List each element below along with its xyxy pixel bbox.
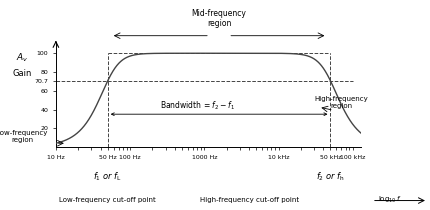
- Text: $\log_{10} f$: $\log_{10} f$: [378, 195, 402, 205]
- Text: Low-frequency cut-off point: Low-frequency cut-off point: [59, 197, 156, 203]
- Text: $f_2$ or $f_\mathrm{h}$: $f_2$ or $f_\mathrm{h}$: [316, 171, 345, 183]
- Text: $A_v$: $A_v$: [16, 51, 28, 64]
- Text: Low-frequency
region: Low-frequency region: [0, 130, 48, 143]
- Text: Gain: Gain: [12, 69, 32, 78]
- Text: Mid-frequency
region: Mid-frequency region: [192, 9, 246, 28]
- Text: Bandwidth = $f_2 - f_1$: Bandwidth = $f_2 - f_1$: [160, 100, 235, 112]
- Text: $f_1$ or $f_\mathrm{L}$: $f_1$ or $f_\mathrm{L}$: [93, 171, 122, 183]
- Text: High-frequency cut-off point: High-frequency cut-off point: [200, 197, 299, 203]
- Text: High-frequency
region: High-frequency region: [314, 96, 368, 109]
